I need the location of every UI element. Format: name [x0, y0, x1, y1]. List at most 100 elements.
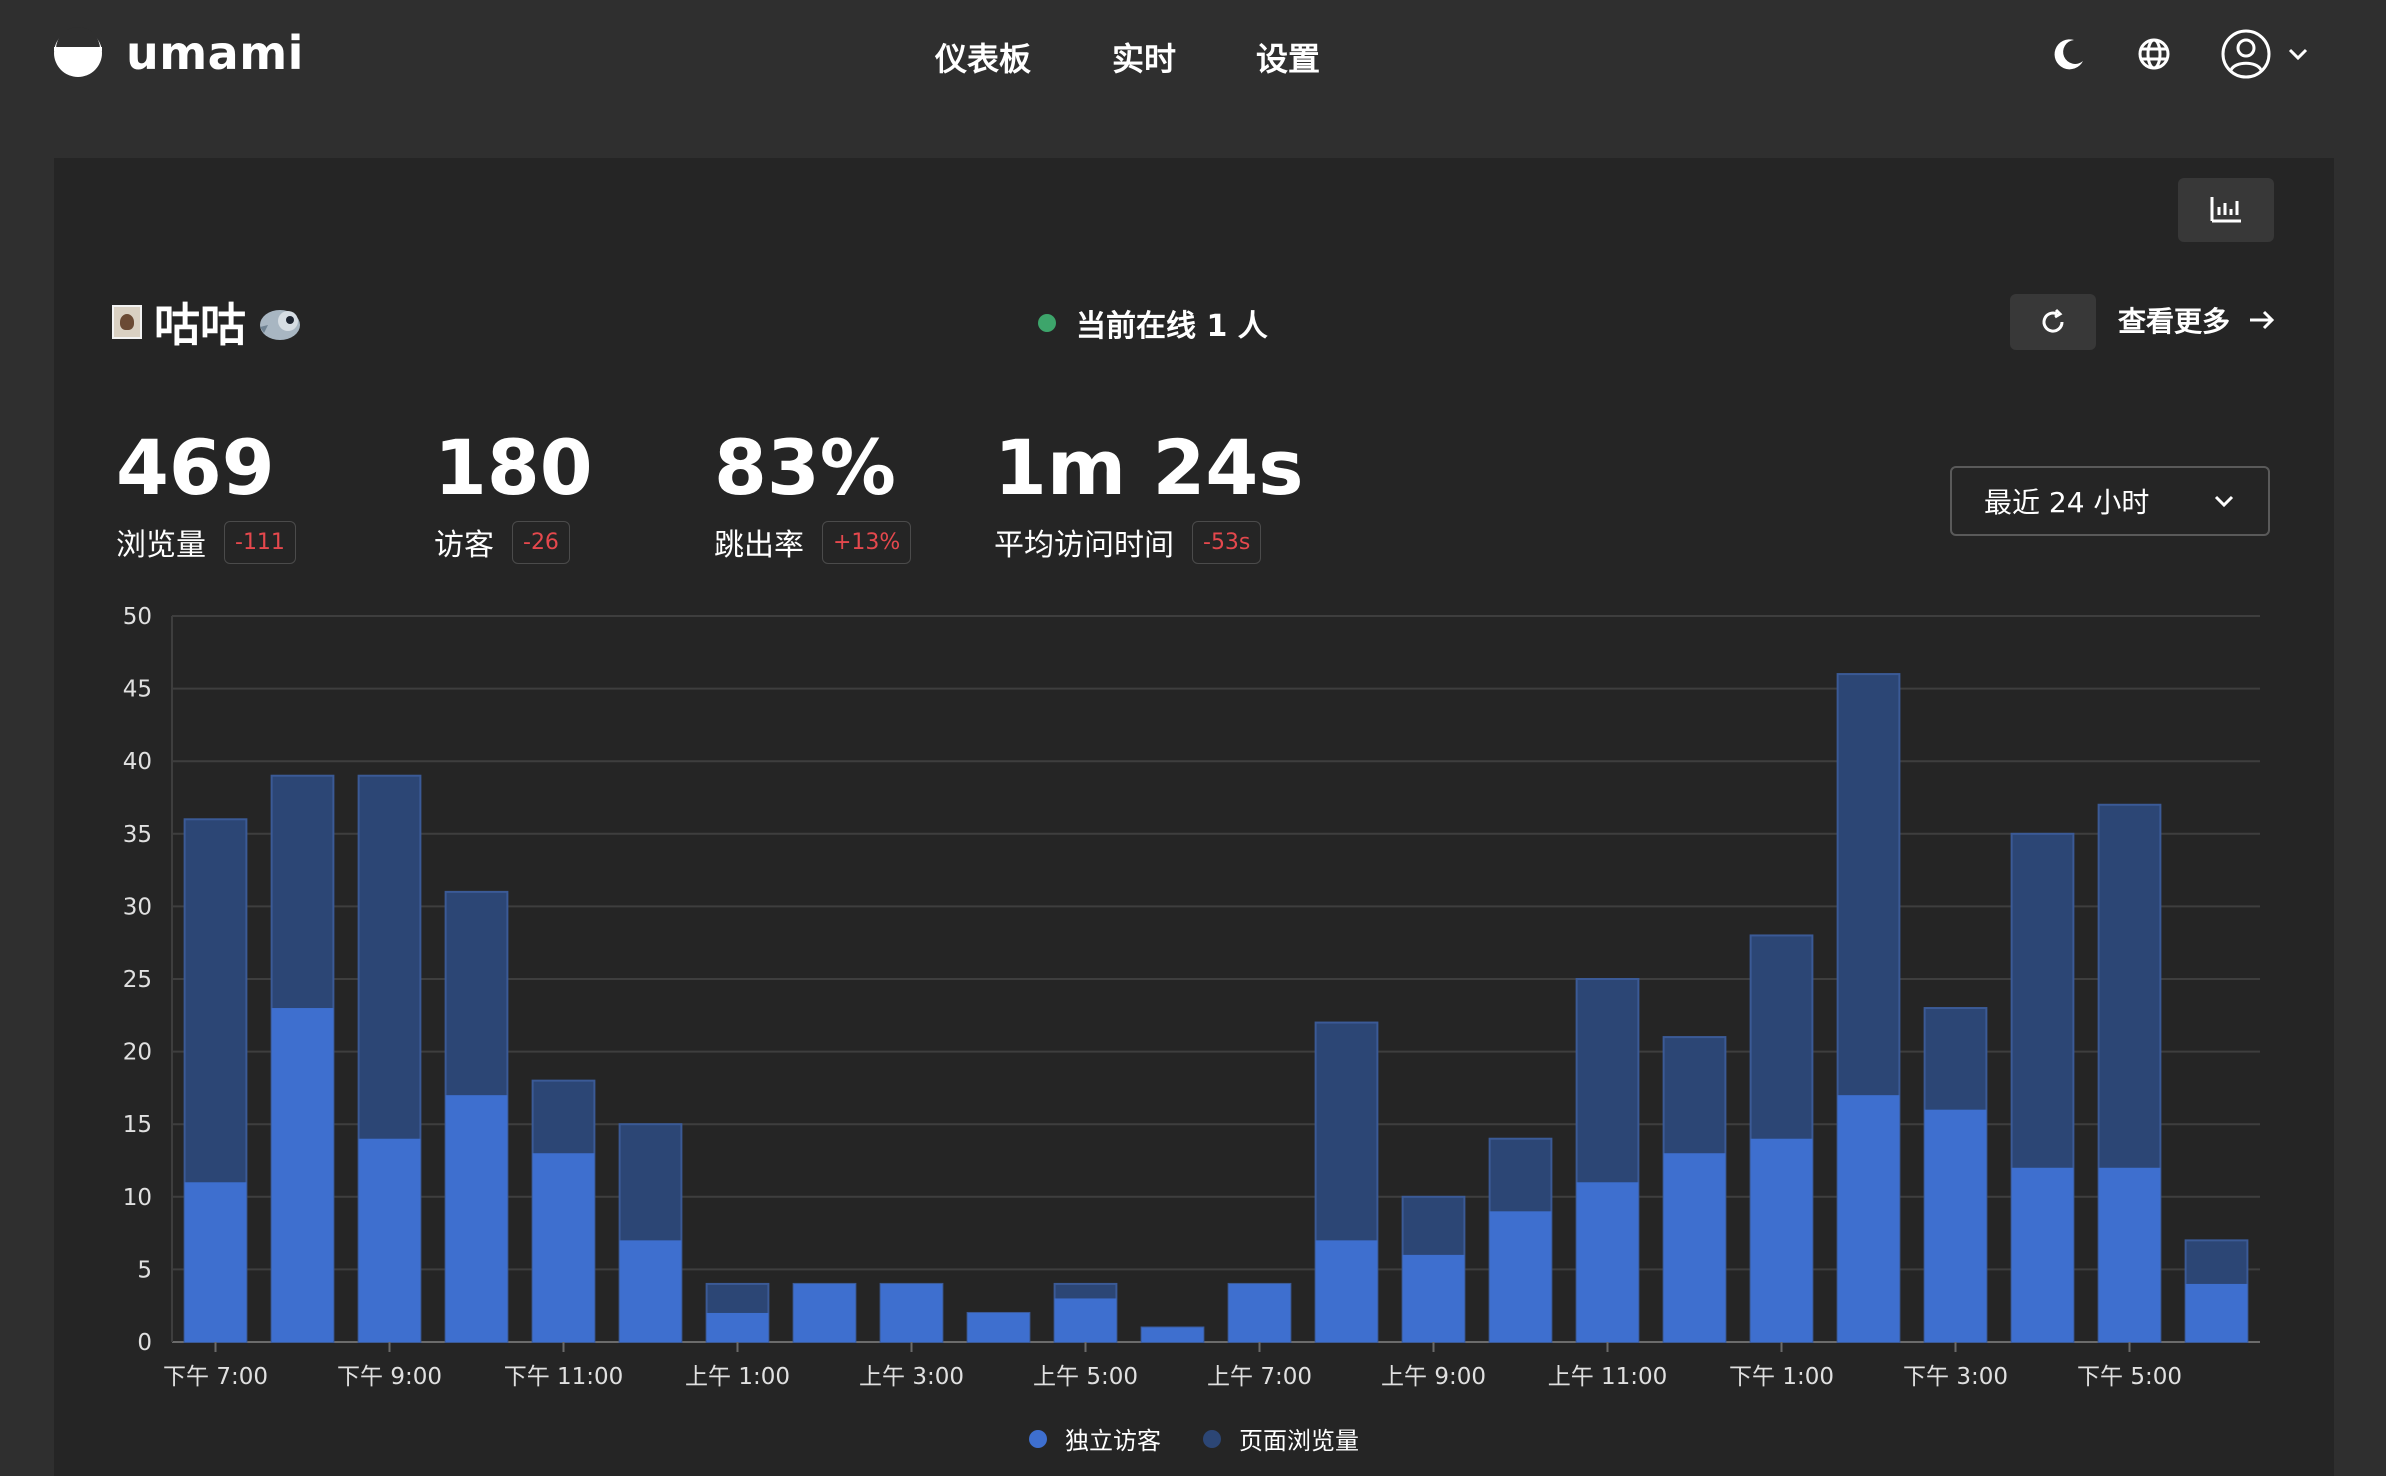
visitors-bar — [619, 1240, 682, 1342]
visitors-bar — [967, 1312, 1030, 1342]
metric-change-badge: -26 — [512, 520, 570, 564]
metric-visitors: 180 访客 -26 — [434, 428, 593, 564]
legend-label: 页面浏览量 — [1239, 1427, 1359, 1455]
y-tick-label: 35 — [123, 822, 152, 848]
y-tick-label: 25 — [123, 967, 152, 993]
visitors-bar — [880, 1283, 943, 1342]
globe-icon[interactable] — [2136, 36, 2172, 72]
arrow-right-icon — [2250, 310, 2275, 330]
metric-value: 1m 24s — [994, 423, 1304, 512]
x-tick-label: 上午 7:00 — [1207, 1364, 1312, 1390]
metric-value: 180 — [434, 423, 593, 512]
date-range-select[interactable]: 最近 24 小时 — [1950, 466, 2270, 536]
main-nav: 仪表板 实时 设置 — [0, 34, 2386, 82]
nav-dashboard[interactable]: 仪表板 — [935, 40, 1032, 78]
y-tick-label: 0 — [137, 1330, 152, 1356]
metric-value: 83% — [714, 423, 896, 512]
moon-icon[interactable] — [2048, 34, 2088, 74]
visitors-bar — [1315, 1240, 1378, 1342]
view-more-link[interactable]: 查看更多 — [2118, 300, 2276, 340]
online-indicator — [1038, 314, 1056, 332]
online-text: 当前在线 1 人 — [1076, 309, 1268, 344]
legend-item-pageviews[interactable]: 页面浏览量 — [1203, 1421, 1359, 1456]
visitors-bar — [445, 1095, 508, 1342]
site-name: 咕咕 — [154, 298, 246, 352]
umami-logo-icon — [54, 27, 102, 77]
visitors-bar — [1054, 1298, 1117, 1342]
visitors-bar — [2011, 1167, 2074, 1342]
y-tick-label: 45 — [123, 677, 152, 703]
nav-settings[interactable]: 设置 — [1256, 40, 1321, 78]
app-logo[interactable]: umami — [52, 26, 304, 80]
visitors-bar — [1750, 1138, 1813, 1342]
x-tick-label: 上午 3:00 — [859, 1364, 964, 1390]
online-status: 当前在线 1 人 — [1038, 301, 1268, 345]
top-navigation-bar: umami 仪表板 实时 设置 — [0, 0, 2386, 158]
visitors-bar — [271, 1008, 334, 1342]
x-tick-label: 下午 7:00 — [163, 1364, 268, 1390]
x-tick-label: 下午 3:00 — [1903, 1364, 2008, 1390]
visitors-bar — [1228, 1283, 1291, 1342]
x-tick-label: 下午 11:00 — [504, 1364, 624, 1390]
visitors-bar — [1141, 1327, 1204, 1342]
visitors-bar — [184, 1182, 247, 1342]
visitors-bar — [1489, 1211, 1552, 1342]
y-tick-label: 15 — [123, 1112, 152, 1138]
y-tick-label: 10 — [123, 1185, 152, 1211]
metric-label: 平均访问时间 — [994, 528, 1174, 563]
date-range-value: 最近 24 小时 — [1984, 486, 2150, 519]
site-favicon — [112, 305, 142, 339]
header-actions — [2048, 28, 2310, 80]
legend-swatch — [1029, 1429, 1047, 1448]
visitors-bar — [2185, 1283, 2248, 1342]
user-icon — [2221, 29, 2271, 79]
x-tick-label: 上午 9:00 — [1381, 1364, 1486, 1390]
metric-bounce-rate: 83% 跳出率 +13% — [714, 423, 912, 564]
visitors-bar — [1576, 1182, 1639, 1342]
metric-change-badge: -111 — [224, 520, 296, 564]
refresh-icon — [2042, 308, 2064, 333]
y-tick-label: 5 — [137, 1257, 152, 1283]
metric-label: 访客 — [434, 528, 494, 563]
website-stats-panel: 咕咕 当前在线 1 人 查看更多 469 — [54, 158, 2334, 1476]
visitors-bar — [706, 1312, 769, 1342]
y-tick-label: 30 — [123, 894, 152, 920]
metric-avg-visit-time: 1m 24s 平均访问时间 -53s — [994, 428, 1304, 564]
x-tick-label: 上午 1:00 — [685, 1364, 790, 1390]
profile-menu-button[interactable] — [2220, 28, 2310, 80]
metric-value: 469 — [116, 423, 275, 512]
view-more-label: 查看更多 — [2118, 305, 2231, 338]
bar-chart-icon — [2210, 197, 2241, 223]
visitors-bar — [358, 1138, 421, 1342]
x-tick-label: 下午 1:00 — [1729, 1364, 1834, 1390]
metric-change-badge: -53s — [1192, 520, 1262, 564]
legend-item-visitors[interactable]: 独立访客 — [1029, 1421, 1161, 1456]
x-tick-label: 下午 5:00 — [2077, 1364, 2182, 1390]
chart-type-button[interactable] — [2178, 178, 2274, 242]
visitors-bar — [1663, 1153, 1726, 1342]
metric-label: 浏览量 — [116, 528, 206, 563]
visitors-bar — [1837, 1095, 1900, 1342]
visitors-bar — [532, 1153, 595, 1342]
y-tick-label: 20 — [123, 1040, 152, 1066]
visitors-bar — [793, 1283, 856, 1342]
y-tick-label: 50 — [123, 604, 152, 630]
metric-pageviews: 469 浏览量 -111 — [116, 428, 296, 564]
y-tick-label: 40 — [123, 749, 152, 775]
visitors-bar — [1402, 1254, 1465, 1342]
visitors-bar — [2098, 1167, 2161, 1342]
chevron-down-icon — [2288, 48, 2308, 61]
legend-label: 独立访客 — [1065, 1427, 1161, 1455]
metric-label: 跳出率 — [714, 528, 804, 563]
traffic-bar-chart: 0 5 10 15 20 25 30 35 40 45 50 下午 7:00 下午 9:00 下午 11:… — [123, 604, 2260, 1390]
refresh-button[interactable] — [2010, 294, 2096, 350]
metric-change-badge: +13% — [822, 520, 912, 564]
x-tick-label: 上午 5:00 — [1033, 1364, 1138, 1390]
visitors-bar — [1924, 1109, 1987, 1342]
nav-realtime[interactable]: 实时 — [1112, 40, 1177, 78]
bird-emoji-icon — [260, 310, 300, 340]
site-header: 咕咕 — [112, 290, 304, 354]
chevron-down-icon — [2214, 495, 2234, 508]
app-name: umami — [126, 26, 304, 80]
x-tick-label: 下午 9:00 — [337, 1364, 442, 1390]
